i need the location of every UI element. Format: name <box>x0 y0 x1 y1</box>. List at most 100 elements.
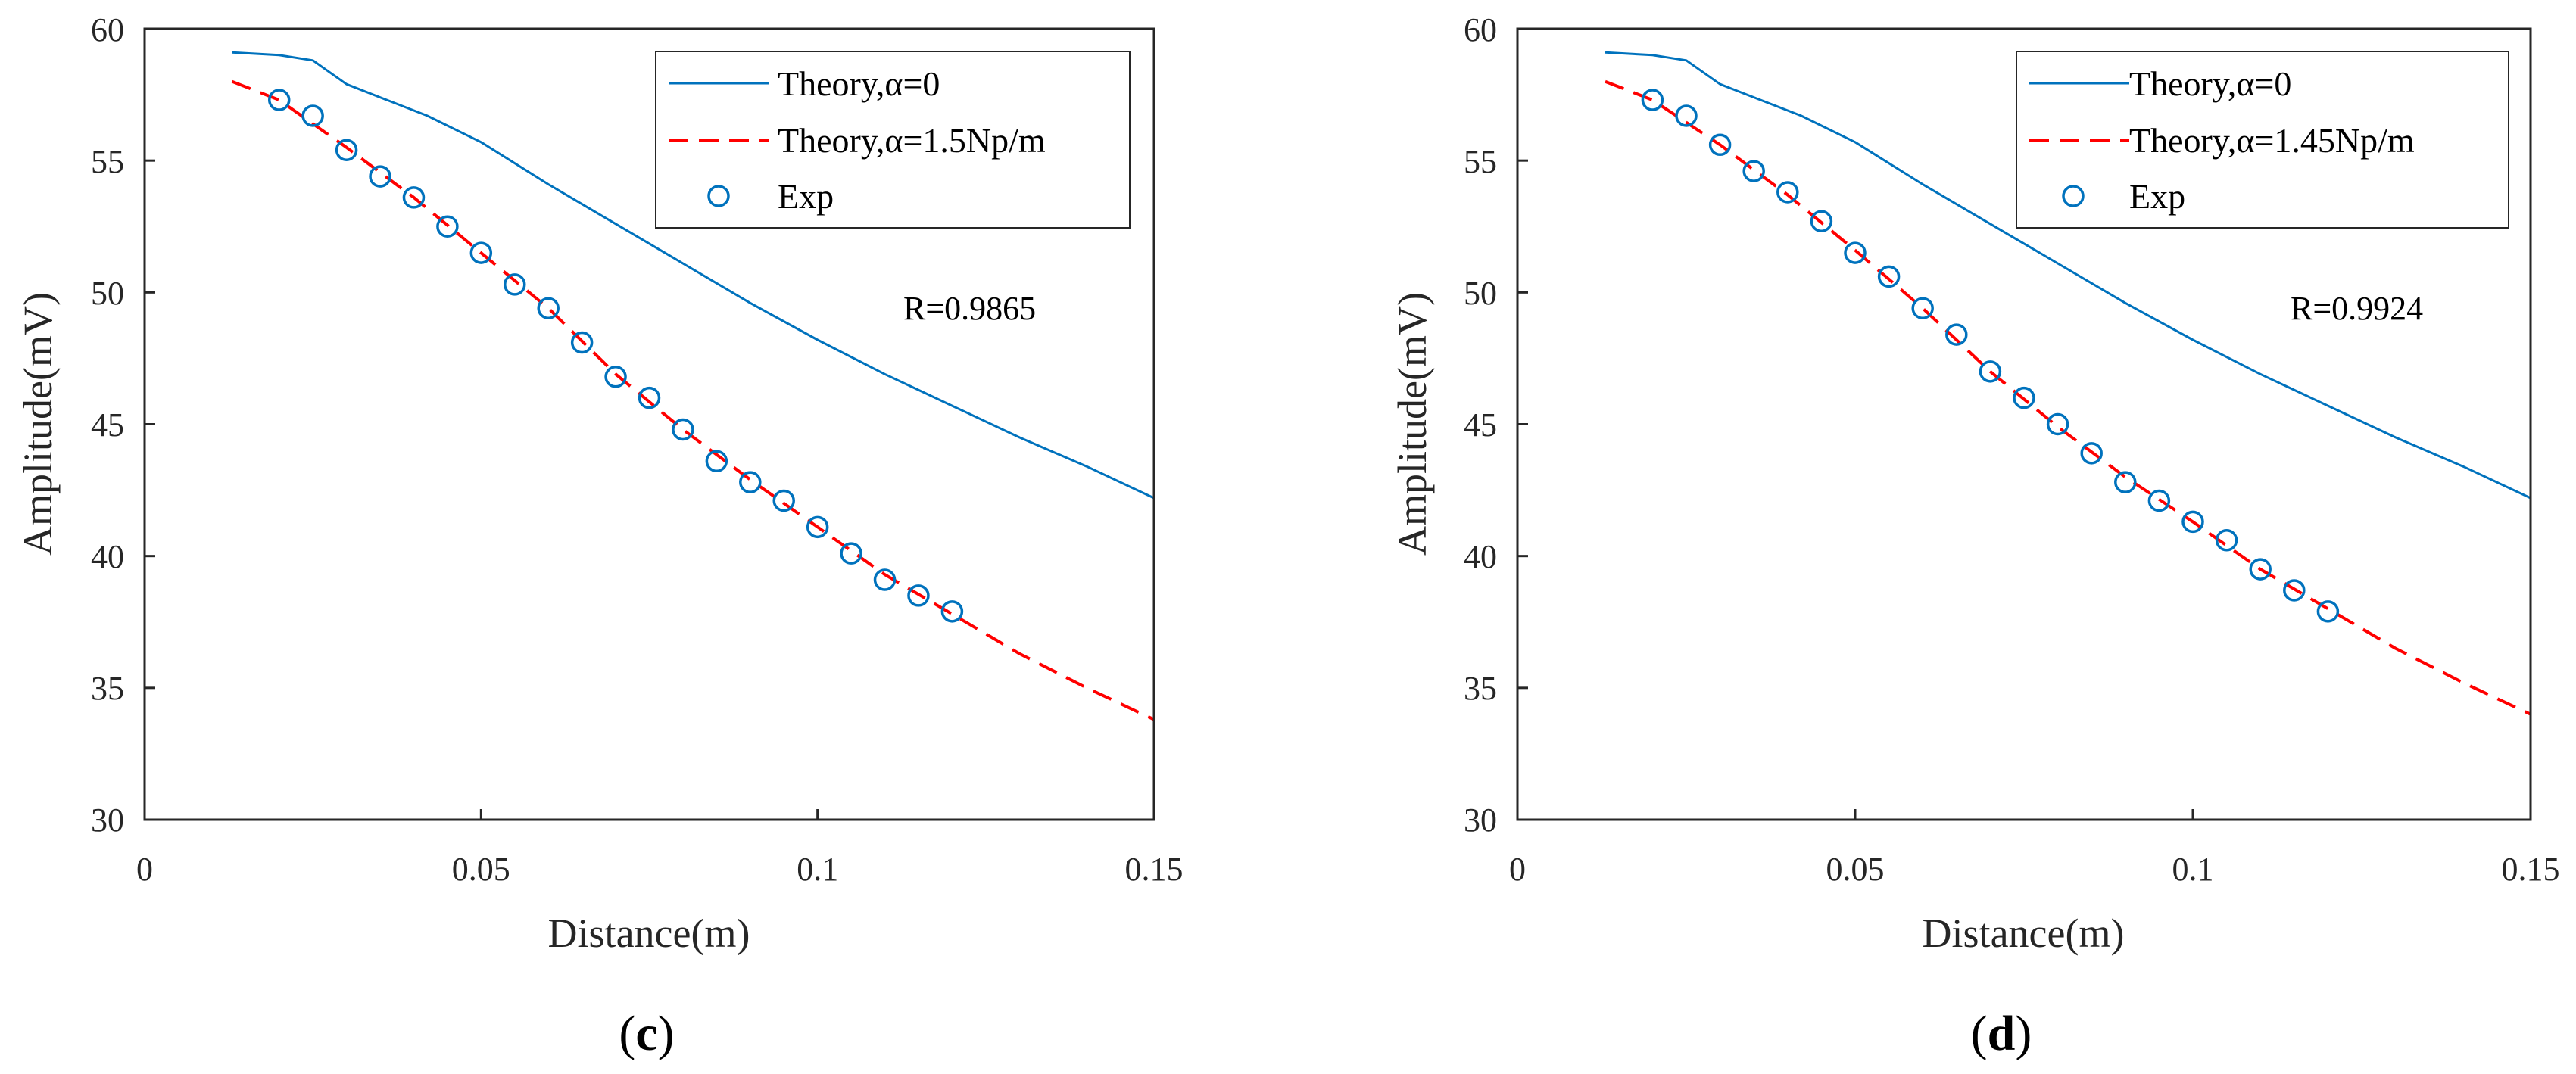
panel-label-letter: c <box>635 1006 657 1061</box>
exp-data-point <box>840 542 862 565</box>
y-tick-label: 30 <box>91 802 124 839</box>
exp-data-point <box>369 165 391 188</box>
legend-label: Theory,α=0 <box>2129 64 2291 103</box>
x-tick-labels: 0 0.05 0.1 0.15 <box>136 851 1184 888</box>
chart-panel-c: 0 0.05 0.1 0.15 30 35 40 45 50 55 60 The… <box>15 11 1184 1061</box>
exp-data-point <box>1979 360 2002 383</box>
x-tick-label: 0.05 <box>452 851 510 888</box>
theory-attenuated-line <box>1605 79 2531 716</box>
x-tick-label: 0.15 <box>2502 851 2560 888</box>
y-tick-label: 40 <box>91 538 124 575</box>
legend-label: Theory,α=1.45Np/m <box>2129 121 2415 160</box>
exp-data-point <box>1945 323 1968 346</box>
exp-data-point <box>705 450 728 473</box>
y-tick-label: 50 <box>91 275 124 312</box>
panel-label-open: ( <box>1971 1006 1988 1061</box>
series-layer <box>231 51 1155 721</box>
panel-label-close: ) <box>2015 1006 2032 1061</box>
panel-label-close: ) <box>658 1006 675 1061</box>
exp-data-point <box>772 489 795 512</box>
exp-data-point <box>2249 558 2272 581</box>
x-tick-label: 0.05 <box>1826 851 1885 888</box>
x-tick-label: 0.1 <box>2172 851 2214 888</box>
exp-data-point <box>504 273 526 296</box>
x-tick-labels: 0 0.05 0.1 0.15 <box>1509 851 2560 888</box>
legend: Theory,α=0 Theory,α=1.5Np/m Exp <box>655 51 1131 229</box>
exp-data-point <box>537 297 560 319</box>
exp-data-point <box>267 89 291 111</box>
exp-data-point <box>1675 104 1698 127</box>
exp-data-point <box>2147 489 2171 512</box>
x-axis-label: Distance(m) <box>548 911 750 956</box>
y-tick-label: 30 <box>1464 802 1497 839</box>
exp-data-point <box>469 241 493 264</box>
exp-data-point <box>335 139 358 161</box>
x-tick-label: 0 <box>136 851 153 888</box>
x-axis-label: Distance(m) <box>1923 911 2125 956</box>
correlation-annotation: R=0.9865 <box>903 290 1036 327</box>
exp-data-point <box>1776 181 1799 204</box>
series-layer <box>1605 51 2531 716</box>
panel-label: (c) <box>619 1006 674 1061</box>
legend-box <box>655 51 1131 229</box>
exp-data-point <box>1911 297 1934 319</box>
exp-data-point <box>1844 241 1867 264</box>
y-tick-label: 45 <box>1464 406 1497 444</box>
exp-data-point <box>806 515 829 539</box>
y-tick-label: 55 <box>91 143 124 180</box>
y-tick-label: 40 <box>1464 538 1497 575</box>
exp-data-point <box>2114 471 2137 493</box>
exp-data-point <box>873 568 897 591</box>
chart-panel-d: 0 0.05 0.1 0.15 30 35 40 45 50 55 60 The… <box>1389 11 2560 1061</box>
legend-swatch-exp <box>2062 185 2085 207</box>
exp-data-point <box>604 366 627 388</box>
y-tick-label: 50 <box>1464 275 1497 312</box>
legend-label: Theory,α=1.5Np/m <box>778 121 1046 160</box>
y-tick-label: 55 <box>1464 143 1497 180</box>
legend-label: Theory,α=0 <box>778 64 940 103</box>
correlation-annotation: R=0.9924 <box>2291 290 2423 327</box>
exp-data-point <box>672 418 694 441</box>
y-tick-labels: 30 35 40 45 50 55 60 <box>91 11 124 839</box>
exp-data-point <box>436 215 459 238</box>
exp-data-point <box>1708 133 1732 157</box>
y-tick-label: 60 <box>91 11 124 48</box>
exp-data-point <box>940 600 964 623</box>
legend: Theory,α=0 Theory,α=1.45Np/m Exp <box>2016 51 2509 229</box>
y-axis-label: Amplitude(mV) <box>1389 292 1435 556</box>
axes-box <box>143 27 1155 821</box>
x-tick-label: 0.15 <box>1125 851 1184 888</box>
exp-data-point <box>907 584 930 607</box>
panel-label-letter: d <box>1988 1006 2016 1061</box>
panel-label-open: ( <box>619 1006 635 1061</box>
exp-data-point <box>402 186 426 209</box>
axes-box <box>1516 27 2532 821</box>
exp-data-point <box>1742 160 1765 182</box>
exp-data-point <box>2181 510 2204 534</box>
exp-data-point <box>1877 265 1901 288</box>
legend-label: Exp <box>778 177 834 216</box>
x-tick-label: 0.1 <box>797 851 838 888</box>
y-tick-label: 60 <box>1464 11 1497 48</box>
panel-label: (d) <box>1971 1006 2032 1061</box>
exp-data-point <box>2316 600 2340 623</box>
exp-data-point <box>739 471 762 493</box>
exp-data-point <box>1810 210 1833 233</box>
legend-label: Exp <box>2129 177 2185 216</box>
exp-data-point <box>570 331 594 354</box>
theory-lossless-line <box>232 51 1155 500</box>
y-tick-label: 45 <box>91 406 124 444</box>
y-axis-label: Amplitude(mV) <box>15 292 61 556</box>
theory-lossless-line <box>1605 51 2531 500</box>
theory-attenuated-line <box>231 79 1155 721</box>
exp-data-point <box>1641 89 1664 111</box>
y-tick-label: 35 <box>1464 670 1497 707</box>
exp-data-point <box>2080 442 2103 465</box>
exp-data-point <box>301 104 324 127</box>
exp-data-point <box>2215 529 2238 552</box>
exp-data-point <box>2013 386 2035 409</box>
y-tick-label: 35 <box>91 670 124 707</box>
exp-data-point <box>2046 412 2069 436</box>
y-tick-labels: 30 35 40 45 50 55 60 <box>1464 11 1497 839</box>
